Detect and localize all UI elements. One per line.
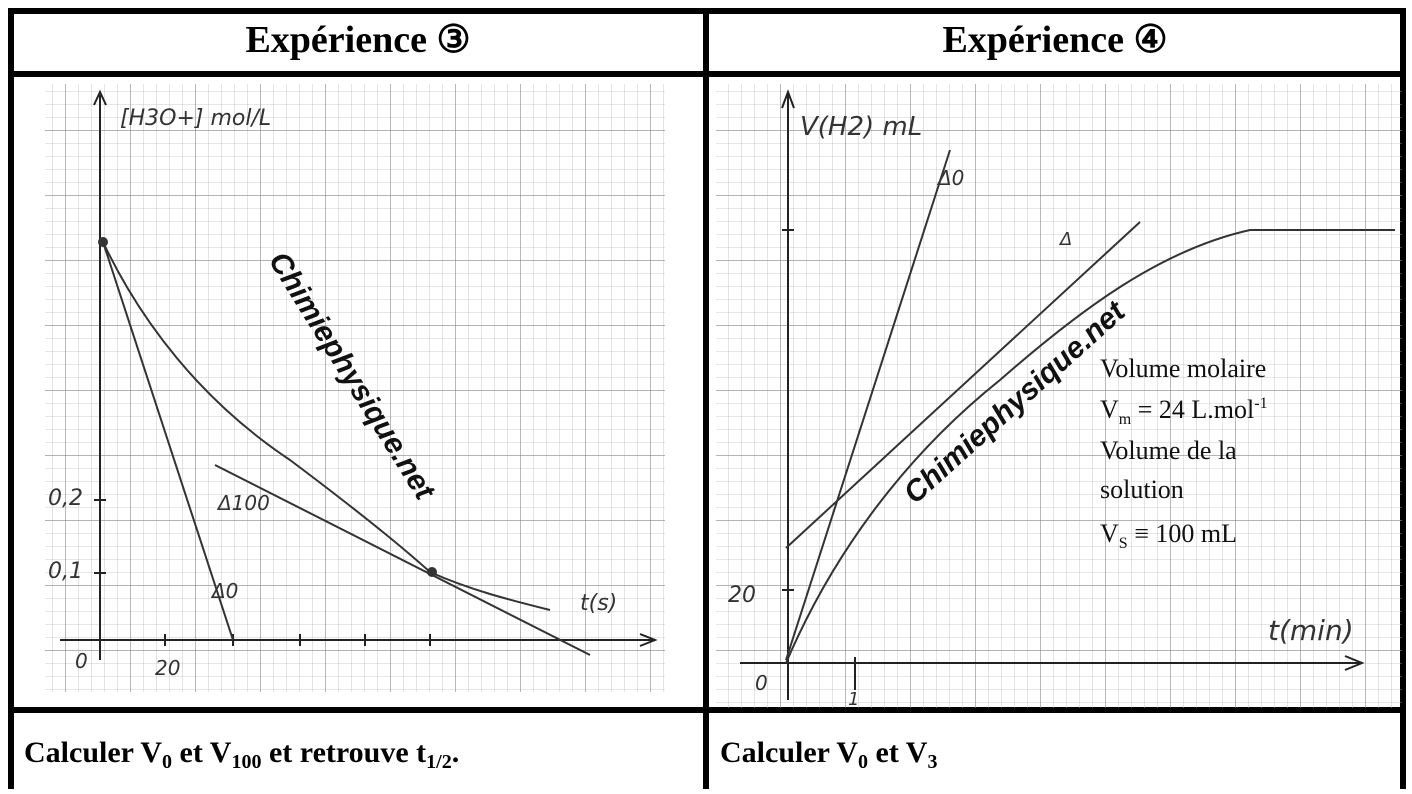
- cell-title: Expérience ③: [245, 19, 470, 61]
- tick-label: 20: [155, 656, 180, 680]
- axis-label: t(s): [580, 591, 617, 616]
- question-part: Calculer V: [720, 736, 858, 769]
- graph-right: V(H2) mL 20 0 1 t(min) Δ0 Δ Chimiephysiq…: [716, 84, 1402, 710]
- question-part: 100: [231, 751, 261, 773]
- axis-label: V(H2) mL: [800, 112, 922, 142]
- question-part: et V: [172, 736, 232, 769]
- tangent-label: Δ100: [216, 491, 270, 515]
- question: Calculer V0 et V100 et retrouve t1/2.: [24, 736, 459, 773]
- tick-label: 0,1: [48, 559, 83, 584]
- note-line: Volume molaire: [1100, 354, 1266, 383]
- page: {"cells": [ {"title": "Expérience ③", "g…: [0, 0, 1412, 789]
- tick-label: 0: [755, 671, 768, 695]
- note-line: Volume de la: [1100, 436, 1237, 465]
- tick-label: 1: [848, 689, 859, 710]
- graph-left: [H3O+] mol/L 0,2 0,1 0 20 t(s) Δ100 Δ0 C…: [45, 84, 665, 692]
- tick-label: 0: [75, 649, 88, 673]
- tangent-label: Δ0: [210, 579, 238, 603]
- worksheet: Expérience ③ Expérience ④ [H3O+] mol/L 0…: [0, 0, 1412, 789]
- axis-label: [H3O+] mol/L: [120, 106, 271, 131]
- note-line: solution: [1100, 475, 1184, 504]
- tick-label: 20: [728, 583, 756, 608]
- tick-label: 0,2: [48, 486, 83, 511]
- question-part: 0: [162, 751, 172, 773]
- question-part: Calculer V: [24, 736, 162, 769]
- tangent-label: Δ: [1058, 229, 1072, 250]
- question-part: et V: [868, 736, 928, 769]
- question-part: et retrouve t: [261, 736, 426, 769]
- question-part: 0: [858, 751, 868, 773]
- question: Calculer V0 et V3: [720, 736, 937, 773]
- question-part: 1/2: [426, 751, 452, 773]
- question-part: 3: [927, 751, 937, 773]
- axis-label: t(min): [1268, 614, 1354, 647]
- tangent-label: Δ0: [936, 166, 964, 190]
- question-part: .: [452, 736, 460, 769]
- cell-title: Expérience ④: [942, 19, 1167, 61]
